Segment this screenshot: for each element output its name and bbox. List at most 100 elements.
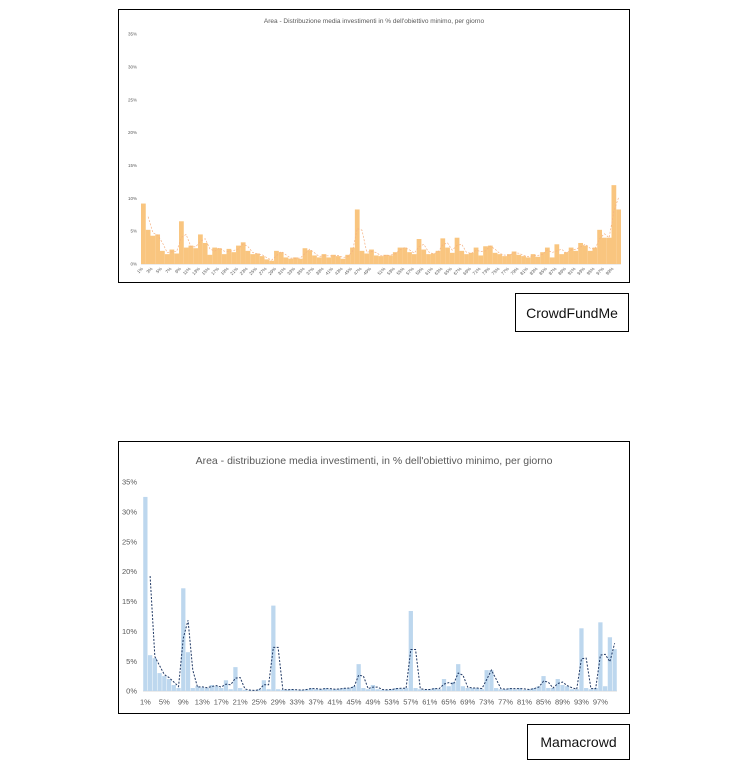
bar xyxy=(470,688,475,691)
bar xyxy=(441,679,447,691)
bar xyxy=(464,254,469,264)
chart-title: Area - Distribuzione media investimenti … xyxy=(264,18,485,25)
x-tick-label: 37% xyxy=(305,266,315,276)
x-tick-label: 39% xyxy=(315,266,325,276)
x-tick-label: 63% xyxy=(434,266,444,276)
bar xyxy=(527,689,532,691)
bar xyxy=(195,686,200,691)
x-tick-label: 85% xyxy=(538,266,548,276)
bar xyxy=(347,688,352,691)
x-tick-label: 9% xyxy=(174,266,182,274)
bar xyxy=(181,588,186,691)
y-tick-label: 10% xyxy=(128,196,137,201)
mamacrowd-chart: Area - distribuzione media investimenti,… xyxy=(118,441,630,714)
bar xyxy=(546,688,551,691)
x-tick-label: 53% xyxy=(384,698,399,707)
x-tick-label: 35% xyxy=(296,266,306,276)
x-tick-label: 79% xyxy=(510,266,520,276)
bar xyxy=(392,252,398,264)
x-tick-label: 75% xyxy=(491,266,501,276)
bar xyxy=(516,254,522,264)
bar xyxy=(421,249,427,264)
bar xyxy=(219,688,224,691)
bar xyxy=(214,686,219,691)
bar xyxy=(540,252,545,264)
bar xyxy=(340,258,346,264)
bar xyxy=(525,257,531,264)
x-tick-label: 11% xyxy=(182,266,192,276)
bar xyxy=(522,689,527,691)
bar xyxy=(190,688,195,691)
x-tick-label: 15% xyxy=(201,266,211,276)
bar xyxy=(183,247,189,264)
x-tick-label: 21% xyxy=(229,266,239,276)
bar xyxy=(342,688,347,691)
crowdfundme-chart-svg: Area - Distribuzione media investimenti … xyxy=(128,18,621,276)
bar xyxy=(407,252,412,264)
bar xyxy=(550,688,556,691)
bar xyxy=(473,247,479,264)
bar xyxy=(150,235,156,264)
bar xyxy=(145,229,151,264)
bar xyxy=(316,257,322,264)
bar xyxy=(569,689,575,691)
bar xyxy=(612,649,617,691)
bar xyxy=(399,688,404,691)
x-tick-label: 49% xyxy=(365,698,380,707)
x-tick-label: 25% xyxy=(252,698,267,707)
x-tick-label: 19% xyxy=(220,266,230,276)
bar xyxy=(188,245,194,264)
x-tick-label: 69% xyxy=(460,698,475,707)
crowdfundme-chart: Area - Distribuzione media investimenti … xyxy=(118,9,630,283)
bar xyxy=(302,248,308,264)
mamacrowd-chart-svg: Area - distribuzione media investimenti,… xyxy=(122,455,617,707)
bar xyxy=(217,248,222,264)
bar xyxy=(440,238,446,264)
bar xyxy=(584,688,589,691)
x-tick-label: 53% xyxy=(386,266,396,276)
bar xyxy=(418,689,423,691)
bar xyxy=(176,688,181,691)
y-tick-label: 30% xyxy=(128,64,137,69)
bar xyxy=(162,676,167,691)
bar xyxy=(384,689,390,691)
y-tick-label: 5% xyxy=(126,657,137,666)
bar xyxy=(465,688,470,691)
bar xyxy=(350,247,355,264)
bar xyxy=(269,260,275,264)
bar xyxy=(169,249,175,264)
bar xyxy=(535,256,541,264)
bar xyxy=(578,242,583,264)
bar xyxy=(560,685,565,691)
bar xyxy=(242,689,248,691)
bar xyxy=(430,253,436,264)
bar xyxy=(432,688,437,691)
x-tick-label: 7% xyxy=(164,266,172,274)
bar xyxy=(568,247,574,264)
x-tick-label: 45% xyxy=(346,698,361,707)
x-tick-label: 13% xyxy=(195,698,210,707)
bar xyxy=(508,688,513,691)
x-tick-label: 51% xyxy=(377,266,387,276)
x-tick-label: 49% xyxy=(362,266,372,276)
x-tick-label: 17% xyxy=(214,698,229,707)
bar xyxy=(427,689,432,691)
bar xyxy=(606,237,612,264)
bar xyxy=(503,689,508,691)
x-tick-label: 29% xyxy=(267,266,277,276)
x-tick-label: 29% xyxy=(271,698,286,707)
y-tick-label: 25% xyxy=(128,97,137,102)
bar xyxy=(288,258,294,264)
bar xyxy=(299,689,304,691)
bar xyxy=(492,252,498,264)
bar xyxy=(143,496,148,691)
x-tick-label: 23% xyxy=(239,266,249,276)
bar xyxy=(337,688,342,691)
bar xyxy=(511,251,517,264)
bar xyxy=(502,256,507,264)
bar xyxy=(259,256,265,264)
bar xyxy=(366,689,371,691)
bar xyxy=(233,667,238,691)
bar xyxy=(351,686,357,691)
bar xyxy=(361,688,366,691)
